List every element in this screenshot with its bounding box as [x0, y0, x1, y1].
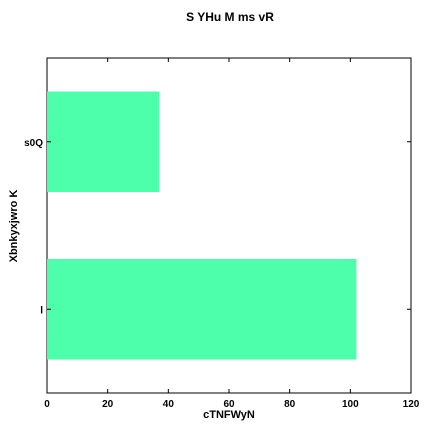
- y-tick-label: s0Q: [24, 138, 43, 149]
- y-tick-label: l: [40, 305, 43, 316]
- chart-title: S YHu M ms vR: [186, 10, 274, 24]
- x-tick-label: 80: [284, 399, 296, 410]
- x-tick-label: 20: [102, 399, 114, 410]
- y-axis-label: Xbnkyxjwro K: [8, 190, 20, 263]
- x-tick-label: 60: [223, 399, 235, 410]
- x-tick-label: 40: [163, 399, 175, 410]
- x-tick-label: 120: [403, 399, 420, 410]
- bar-1: [47, 91, 160, 192]
- x-tick-label: 100: [342, 399, 359, 410]
- bar-0: [47, 259, 357, 360]
- x-axis-label: cTNFWyN: [203, 409, 255, 421]
- x-tick-label: 0: [44, 399, 50, 410]
